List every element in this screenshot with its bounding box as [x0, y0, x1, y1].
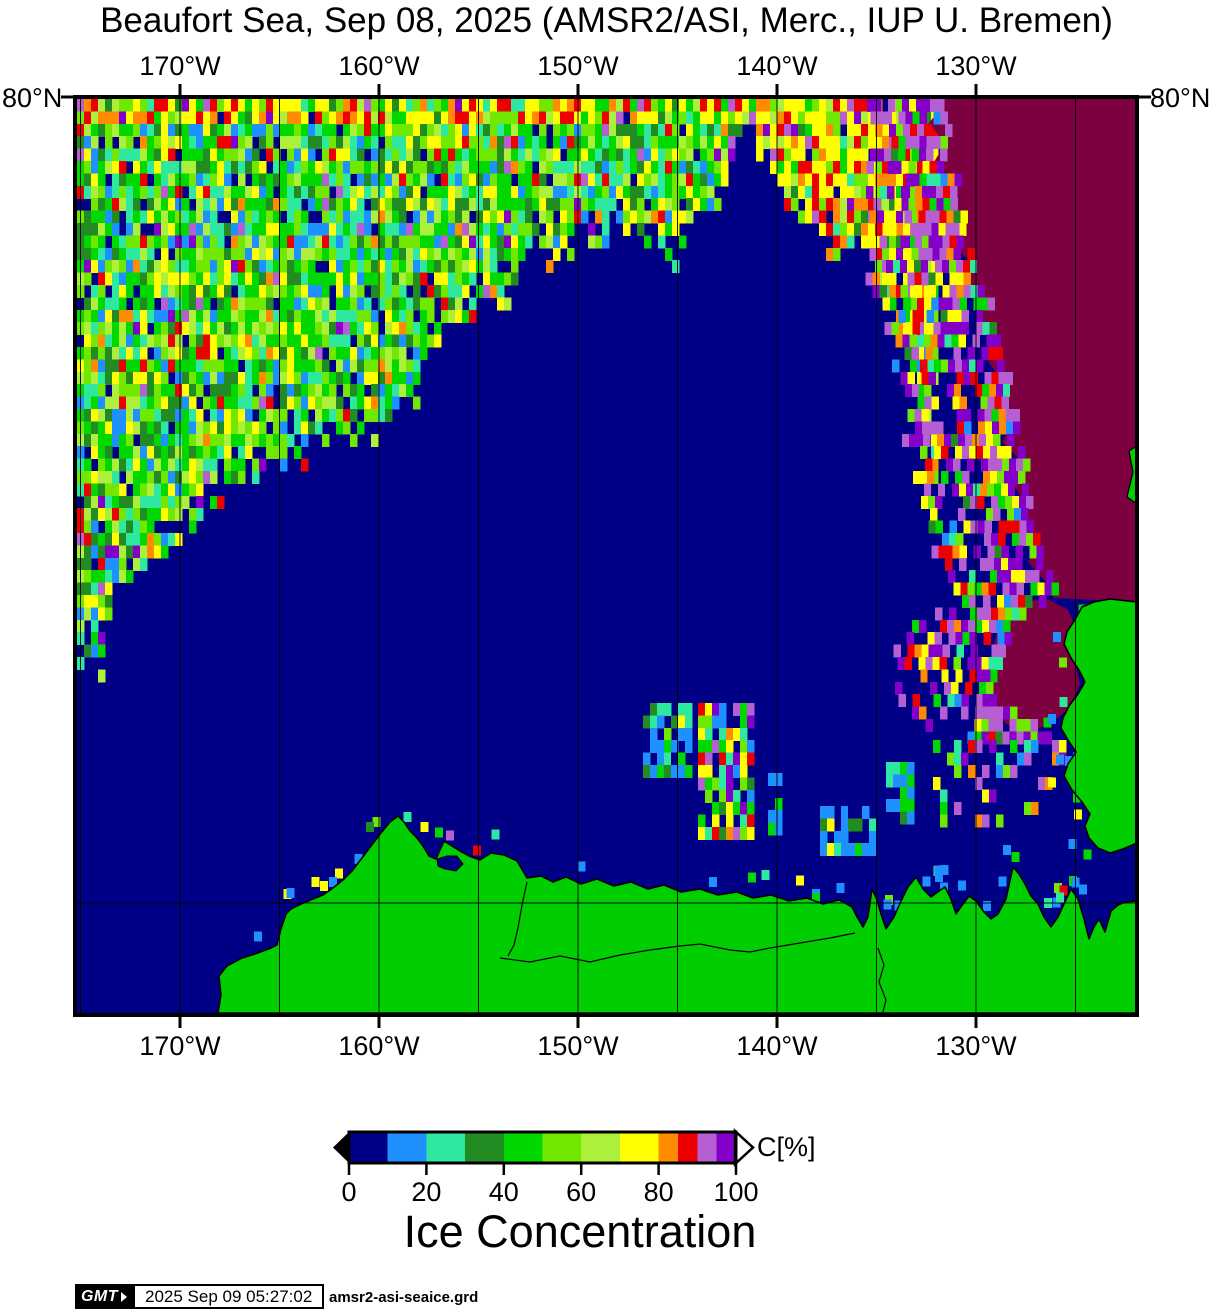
- gmt-logo-text: GMT: [80, 1287, 119, 1305]
- river-line: [877, 947, 887, 1013]
- lon-label-top: 170°W: [139, 51, 221, 81]
- colorbar-underflow-arrow: [333, 1131, 350, 1164]
- colorbar-canvas: [333, 1128, 755, 1175]
- lat-label-right: 80°N: [1150, 83, 1211, 113]
- lon-label-top: 150°W: [537, 51, 619, 81]
- colorbar-frame: [347, 1130, 738, 1165]
- colorbar-overflow-arrow: [733, 1128, 755, 1167]
- timestamp-box: 2025 Sep 09 05:27:02: [133, 1284, 325, 1309]
- lon-label-top: 140°W: [736, 51, 818, 81]
- land-banks-island: [1060, 598, 1138, 854]
- frame-ticks: [61, 84, 1151, 1028]
- grid-filename: amsr2-asi-seaice.grd: [329, 1289, 479, 1306]
- river-line: [499, 932, 856, 963]
- lat-label-left: 80°N: [2, 83, 63, 113]
- colorbar: [349, 1132, 736, 1163]
- pack-edge-speckle: [865, 99, 1081, 828]
- gmt-logo-arrow-icon: [121, 1291, 128, 1302]
- colorbar-tick-label: 20: [411, 1177, 442, 1207]
- colorbar-tick-label: 100: [713, 1177, 759, 1207]
- lon-label-bottom: 140°W: [736, 1031, 818, 1061]
- colorbar-tick-label: 40: [488, 1177, 519, 1207]
- lon-label-top: 130°W: [935, 51, 1017, 81]
- colorbar-tick-label: 80: [643, 1177, 674, 1207]
- lon-label-bottom: 170°W: [139, 1031, 221, 1061]
- marginal-ice-speckle: [77, 99, 939, 683]
- gmt-logo: GMT: [75, 1284, 133, 1309]
- figure-title: Beaufort Sea, Sep 08, 2025 (AMSR2/ASI, M…: [100, 1, 1113, 40]
- lon-label-bottom: 150°W: [537, 1031, 619, 1061]
- colorbar-unit-label: C[%]: [757, 1132, 816, 1162]
- colorbar-ticks: [347, 1163, 738, 1175]
- coastal-lagoon: [436, 855, 464, 872]
- river-line: [507, 881, 528, 957]
- lon-label-bottom: 130°W: [935, 1031, 1017, 1061]
- colorbar-tick-label: 0: [341, 1177, 357, 1207]
- colorbar-caption: Ice Concentration: [403, 1206, 757, 1257]
- map-border: [73, 95, 1139, 1017]
- graticule: [75, 97, 1137, 1015]
- colorbar-tick-label: 60: [566, 1177, 597, 1207]
- drift-ice-patches: [643, 703, 915, 857]
- lon-label-bottom: 160°W: [338, 1031, 420, 1061]
- timestamp-text: 2025 Sep 09 05:27:02: [145, 1286, 313, 1306]
- lon-label-top: 160°W: [338, 51, 420, 81]
- map-canvas: [61, 84, 1151, 1028]
